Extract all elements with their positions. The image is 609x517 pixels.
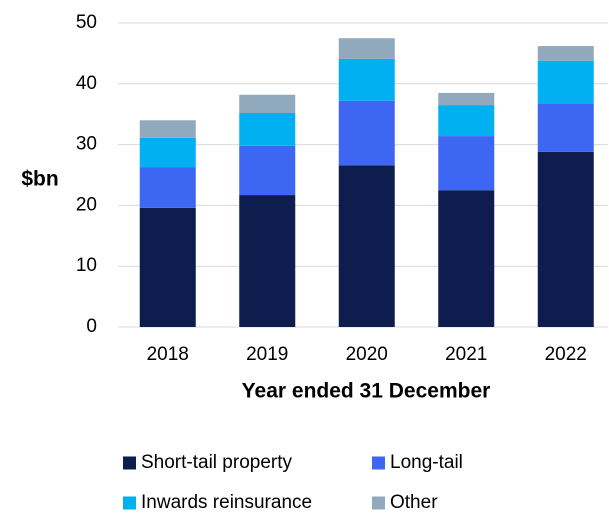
bar-segment [139, 167, 196, 208]
legend-label: Other [390, 492, 438, 513]
legend-label: Short-tail property [141, 452, 293, 473]
x-tick-label: 2022 [545, 344, 587, 365]
y-tick-label: 30 [76, 134, 97, 155]
y-tick-label: 10 [76, 255, 97, 276]
bar-segment [338, 58, 395, 101]
bar-segment [537, 151, 594, 327]
bar-segment [537, 103, 594, 152]
bar-segment [338, 100, 395, 166]
y-tick-label: 50 [76, 12, 97, 33]
legend-swatch [123, 456, 136, 470]
y-tick-label: 20 [76, 194, 97, 215]
legend-swatch [372, 456, 385, 470]
legend-label: Inwards reinsurance [141, 492, 312, 513]
bar-segment [438, 136, 495, 191]
bar-segment [537, 46, 594, 61]
legend-swatch [372, 496, 385, 510]
bar-segment [139, 120, 196, 138]
bar-segment [438, 105, 495, 137]
bar-segment [338, 38, 395, 59]
bar-segment [139, 207, 196, 327]
x-tick-label: 2021 [445, 344, 487, 365]
bar-segment [239, 94, 296, 113]
x-tick-label: 2020 [346, 344, 388, 365]
x-tick-label: 2018 [147, 344, 189, 365]
x-axis-title: Year ended 31 December [242, 380, 491, 403]
bar-segment [438, 92, 495, 106]
y-axis-title: $bn [21, 168, 58, 191]
bar-segment [338, 165, 395, 327]
legend-label: Long-tail [390, 452, 463, 473]
y-tick-label: 0 [86, 316, 97, 337]
legend-swatch [123, 496, 136, 510]
bar-segment [537, 60, 594, 104]
bar-segment [438, 190, 495, 327]
bar-segment [239, 112, 296, 146]
x-tick-label: 2019 [246, 344, 288, 365]
y-tick-label: 40 [76, 73, 97, 94]
bar-segment [239, 195, 296, 327]
bar-segment [139, 137, 196, 168]
bar-segment [239, 145, 296, 196]
